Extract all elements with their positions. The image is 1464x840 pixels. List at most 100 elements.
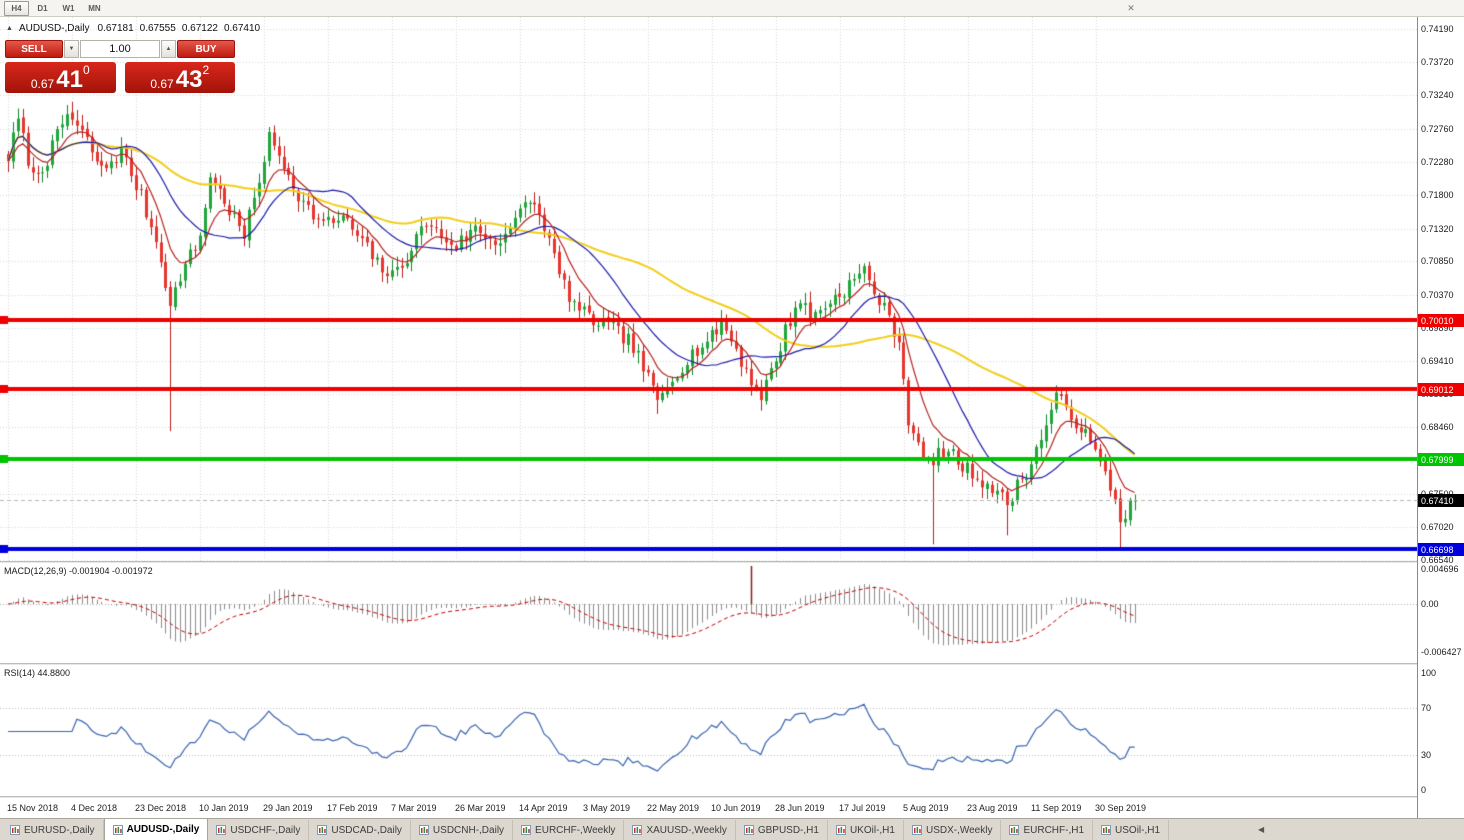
chart-tab-icon [216, 825, 227, 835]
date-tick-label: 7 Mar 2019 [391, 803, 437, 813]
date-tick-label: 11 Sep 2019 [1031, 803, 1082, 813]
bid-price-pips: 41 [56, 66, 83, 94]
bid-price-prefix: 0.67 [30, 76, 55, 91]
date-tick-label: 23 Aug 2019 [967, 803, 1018, 813]
tab-usdchf-daily[interactable]: USDCHF-,Daily [208, 820, 310, 840]
tab-label: EURCHF-,Weekly [535, 824, 616, 836]
price-tick-label: 0.70850 [1421, 256, 1454, 266]
volume-decrease-button[interactable]: ▼ [64, 40, 79, 58]
tab-usdcad-daily[interactable]: USDCAD-,Daily [309, 820, 411, 840]
tab-usoil-h1[interactable]: USOil-,H1 [1093, 820, 1170, 840]
tab-label: EURUSD-,Daily [24, 824, 95, 836]
level-price-label: 0.69012 [1418, 383, 1464, 396]
price-tick-label: 0.71320 [1421, 224, 1454, 234]
timeframe-toolbar: H4 D1 W1 MN ✕ [0, 0, 1464, 17]
tab-usdcnh-daily[interactable]: USDCNH-,Daily [411, 820, 514, 840]
price-tick-label: 0.69890 [1421, 323, 1454, 333]
price-tick-label: 0.72760 [1421, 124, 1454, 134]
price-tick-label: 0.68460 [1421, 422, 1454, 432]
date-tick-label: 3 May 2019 [583, 803, 631, 813]
tab-gbpusd-h1[interactable]: GBPUSD-,H1 [736, 820, 828, 840]
price-tick-label: 0.74190 [1421, 24, 1454, 34]
chart-tab-icon [1101, 825, 1112, 835]
tab-label: UKOil-,H1 [849, 824, 895, 836]
price-tick-label: 0.66540 [1421, 555, 1454, 565]
tab-audusd-daily[interactable]: AUDUSD-,Daily [103, 818, 209, 840]
tab-label: XAUUSD-,Weekly [646, 824, 727, 836]
timeframe-buttons: H4 D1 W1 MN [4, 0, 108, 16]
tab-label: USDCAD-,Daily [331, 824, 402, 836]
chart-tabs: EURUSD-,Daily AUDUSD-,Daily USDCHF-,Daily U… [2, 818, 1170, 840]
one-click-trading-panel: SELL ▼ 1.00 ▲ BUY 0.67 41 0 0.67 43 2 [5, 40, 235, 93]
price-axis: 0.74190 0.73720 0.73240 0.72760 0.72280 0.718… [1417, 17, 1464, 818]
timeframe-button-w1[interactable]: W1 [62, 3, 75, 13]
chart-tab-icon [418, 825, 429, 835]
bid-price-point: 0 [82, 63, 90, 77]
date-tick-label: 10 Jan 2019 [199, 803, 249, 813]
chart-tab-icon [112, 824, 123, 835]
tab-label: AUDUSD-,Daily [126, 824, 200, 835]
date-tick-label: 17 Feb 2019 [327, 803, 378, 813]
date-tick-label: 23 Dec 2018 [135, 803, 187, 813]
macd-axis-label: -0.006427 [1421, 647, 1462, 657]
chart-tab-icon [10, 825, 20, 835]
date-tick-label: 10 Jun 2019 [711, 803, 761, 813]
tab-eurchf-weekly[interactable]: EURCHF-,Weekly [513, 820, 625, 840]
rsi-axis-label: 70 [1421, 703, 1432, 713]
date-tick-label: 4 Dec 2018 [71, 803, 118, 813]
ohlc-open: 0.67181 [97, 23, 134, 34]
collapse-one-click-icon[interactable]: ▲ [6, 25, 13, 32]
tab-label: USDCNH-,Daily [432, 824, 505, 836]
price-tick-label: 0.67020 [1421, 522, 1454, 532]
ask-price-point: 2 [202, 63, 210, 77]
chart-tab-icon [743, 825, 754, 835]
price-tick-label: 0.73720 [1421, 57, 1454, 67]
tab-usdx-weekly[interactable]: USDX-,Weekly [904, 820, 1002, 840]
chart-window: ▲ AUDUSD-,Daily 0.67181 0.67555 0.67122 … [0, 17, 1464, 818]
ohlc-low: 0.67122 [181, 23, 218, 34]
chart-ohlc-readout: ▲ AUDUSD-,Daily 0.67181 0.67555 0.67122 … [6, 23, 260, 34]
macd-axis-label: 0.00 [1421, 599, 1439, 609]
chart-tab-icon [1009, 825, 1020, 835]
panel-splitter-macd[interactable] [0, 561, 1417, 563]
volume-increase-button[interactable]: ▲ [161, 40, 176, 58]
bid-price-box[interactable]: 0.67 41 0 [5, 62, 116, 93]
panel-splitter-rsi[interactable] [0, 663, 1417, 665]
rsi-axis-label: 30 [1421, 750, 1432, 760]
level-price-label: 0.70010 [1418, 314, 1464, 327]
level-price-label: 0.66698 [1418, 543, 1464, 556]
ask-price-prefix: 0.67 [150, 76, 174, 91]
price-chart-canvas[interactable] [0, 17, 1417, 818]
chart-tab-icon [835, 825, 846, 835]
chart-symbol-label: AUDUSD-,Daily [18, 23, 90, 34]
date-tick-label: 15 Nov 2018 [7, 803, 59, 813]
ask-price-box[interactable]: 0.67 43 2 [124, 62, 235, 94]
date-tick-label: 28 Jun 2019 [775, 803, 825, 813]
buy-button[interactable]: BUY [177, 40, 235, 58]
price-tick-label: 0.72280 [1421, 157, 1454, 167]
current-price-label: 0.67410 [1418, 494, 1464, 507]
rsi-axis-label: 0 [1421, 785, 1427, 795]
date-tick-label: 29 Jan 2019 [263, 803, 313, 813]
tab-ukoil-h1[interactable]: UKOil-,H1 [828, 820, 904, 840]
timeframe-button-h4[interactable]: H4 [4, 0, 29, 16]
sell-button[interactable]: SELL [5, 40, 63, 58]
price-tick-label: 0.69410 [1421, 356, 1454, 366]
volume-input[interactable]: 1.00 [80, 40, 160, 58]
date-tick-label: 22 May 2019 [647, 803, 700, 813]
ohlc-high: 0.67555 [139, 23, 176, 34]
tab-scroll-left-icon[interactable]: ◀ [1258, 825, 1265, 834]
tab-eurusd-daily[interactable]: EURUSD-,Daily [2, 820, 104, 840]
time-axis: 15 Nov 2018 4 Dec 2018 23 Dec 2018 10 Jan 2… [0, 798, 1417, 818]
timeframe-button-d1[interactable]: D1 [37, 3, 48, 13]
tab-xauusd-weekly[interactable]: XAUUSD-,Weekly [624, 820, 736, 840]
tab-label: USDX-,Weekly [925, 824, 993, 836]
date-tick-label: 30 Sep 2019 [1095, 803, 1147, 813]
chart-tab-icon [911, 825, 922, 835]
chart-close-button[interactable]: ✕ [1127, 3, 1135, 13]
date-tick-label: 14 Apr 2019 [519, 803, 568, 813]
ask-price-pips: 43 [175, 66, 203, 94]
timeframe-button-mn[interactable]: MN [88, 3, 101, 13]
ohlc-close: 0.67410 [223, 23, 261, 34]
tab-eurchf-h1[interactable]: EURCHF-,H1 [1001, 820, 1094, 840]
